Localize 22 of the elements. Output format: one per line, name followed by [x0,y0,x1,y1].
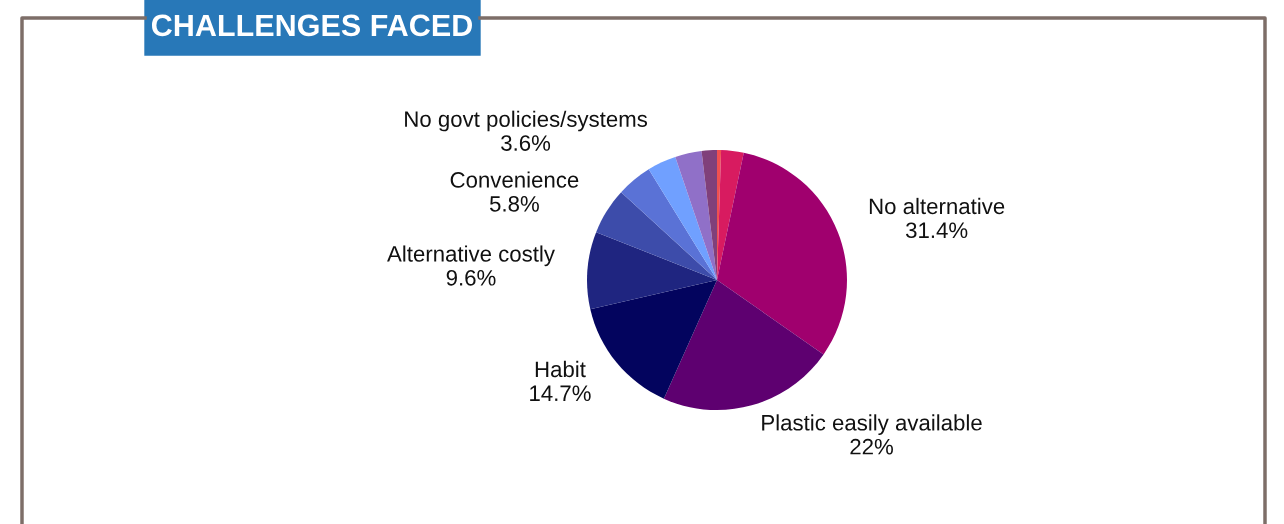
pie-slice [587,232,717,310]
slice-label: No alternative [869,197,1005,215]
pie-slice [596,192,717,280]
data-label: 5.8% [489,195,539,212]
data-label: 9.6% [446,269,496,286]
pie-slice [717,152,847,355]
data-label: 31.4% [905,222,968,239]
slice-label: Habit [535,360,586,378]
data-label: 14.7% [530,385,591,402]
slice-label: Convenience [450,171,579,188]
data-label: 3.6% [501,135,551,151]
slice-label: Alternative costly [387,245,555,267]
pie-slice [717,150,744,280]
slice-label: No govt policies/systems [405,110,648,132]
pie-slice [648,156,717,280]
pie-slice [621,169,717,280]
pie-slice [663,280,824,410]
pie-slice [590,280,717,399]
pie-slice [675,150,717,280]
slice-label: Plastic easily available [762,414,982,435]
chart-title: CHALLENGES FACED [151,14,472,37]
data-label: 22% [850,438,893,455]
